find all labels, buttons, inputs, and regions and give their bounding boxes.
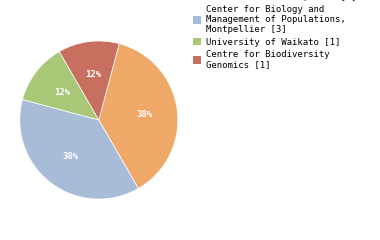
Text: 12%: 12% <box>85 70 101 79</box>
Wedge shape <box>20 100 138 199</box>
Text: 12%: 12% <box>54 88 71 96</box>
Wedge shape <box>99 44 178 188</box>
Legend: Mined from GenBank, NCBI [3], Center for Biology and
Management of Populations,
: Mined from GenBank, NCBI [3], Center for… <box>193 0 356 69</box>
Text: 38%: 38% <box>63 152 79 161</box>
Text: 38%: 38% <box>136 109 152 119</box>
Wedge shape <box>22 52 99 120</box>
Wedge shape <box>59 41 119 120</box>
